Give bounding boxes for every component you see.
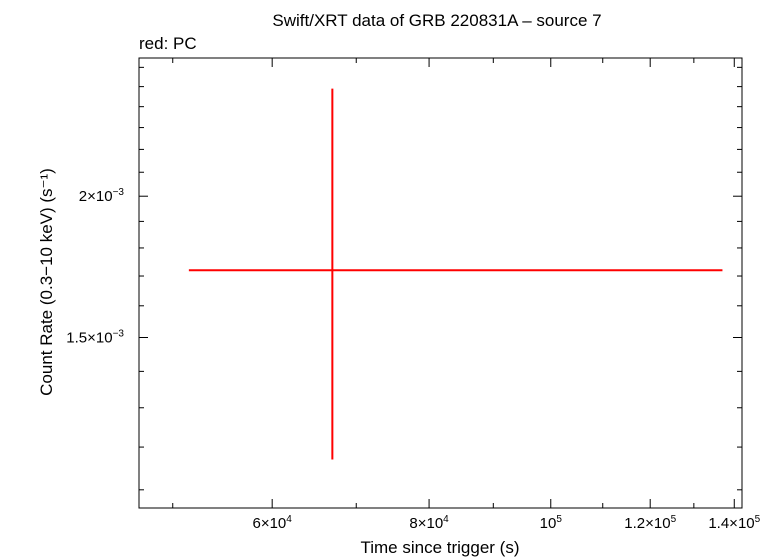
- y-tick-labels: 2×10−3 1.5×10−3: [66, 187, 124, 346]
- x-tick-label: 1.4×105: [708, 514, 760, 532]
- chart-subtitle: red: PC: [139, 34, 197, 53]
- axis-ticks: [139, 58, 742, 508]
- chart-title: Swift/XRT data of GRB 220831A – source 7: [272, 11, 601, 30]
- plot-frame: [138, 57, 743, 509]
- y-tick-label: 1.5×10−3: [66, 328, 124, 346]
- y-axis-label: Count Rate (0.3−10 keV) (s⁻¹): [37, 168, 56, 396]
- x-tick-label: 105: [540, 514, 563, 532]
- data-marks: [188, 88, 723, 460]
- x-tick-labels: 6×104 8×104 105 1.2×105 1.4×105: [252, 514, 760, 532]
- data-point: [188, 88, 723, 460]
- x-tick-label: 1.2×105: [624, 514, 676, 532]
- y-tick-label: 2×10−3: [79, 187, 125, 205]
- x-axis-label: Time since trigger (s): [360, 538, 519, 557]
- x-tick-label: 6×104: [252, 514, 292, 532]
- x-tick-label: 8×104: [409, 514, 449, 532]
